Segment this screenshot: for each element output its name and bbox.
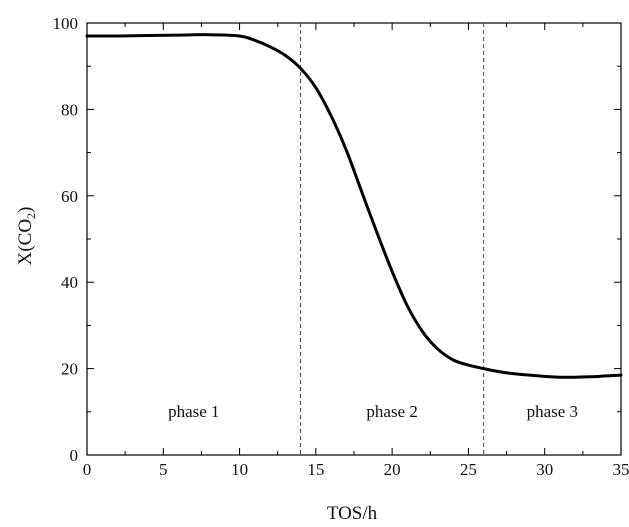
y-axis-title-main: X(CO bbox=[15, 219, 36, 265]
y-tick-label: 60 bbox=[61, 187, 78, 206]
y-tick-label: 20 bbox=[61, 360, 78, 379]
y-tick-label: 40 bbox=[61, 273, 78, 292]
x-tick-label: 20 bbox=[384, 460, 401, 479]
x-axis-title: TOS/h bbox=[327, 503, 378, 524]
x-tick-label: 30 bbox=[536, 460, 553, 479]
x-tick-label: 15 bbox=[307, 460, 324, 479]
phase-label: phase 3 bbox=[527, 402, 578, 421]
y-axis-title-subscript: 2 bbox=[24, 213, 38, 219]
x-tick-label: 5 bbox=[159, 460, 168, 479]
x-tick-label: 35 bbox=[613, 460, 629, 479]
phase-label: phase 1 bbox=[168, 402, 219, 421]
y-tick-label: 80 bbox=[61, 100, 78, 119]
y-axis-title: X(CO2) bbox=[15, 207, 38, 266]
conversion-line bbox=[85, 33, 623, 379]
x-tick-label: 25 bbox=[460, 460, 477, 479]
x-tick-label: 10 bbox=[231, 460, 248, 479]
y-tick-label: 0 bbox=[70, 446, 79, 465]
y-axis-title-close: ) bbox=[15, 207, 36, 213]
plot-frame bbox=[86, 22, 622, 456]
y-tick-label: 100 bbox=[53, 14, 79, 33]
x-tick-label: 0 bbox=[83, 460, 92, 479]
phase-label: phase 2 bbox=[366, 402, 417, 421]
